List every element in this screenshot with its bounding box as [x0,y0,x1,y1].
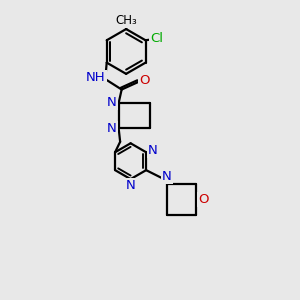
Text: N: N [162,169,172,183]
Text: O: O [139,74,149,87]
Text: O: O [198,193,208,206]
Text: Cl: Cl [150,32,164,45]
Text: NH: NH [86,71,106,84]
Text: CH₃: CH₃ [116,14,138,27]
Text: N: N [126,179,136,192]
Text: N: N [107,96,117,109]
Text: N: N [107,122,117,135]
Text: N: N [148,144,158,157]
